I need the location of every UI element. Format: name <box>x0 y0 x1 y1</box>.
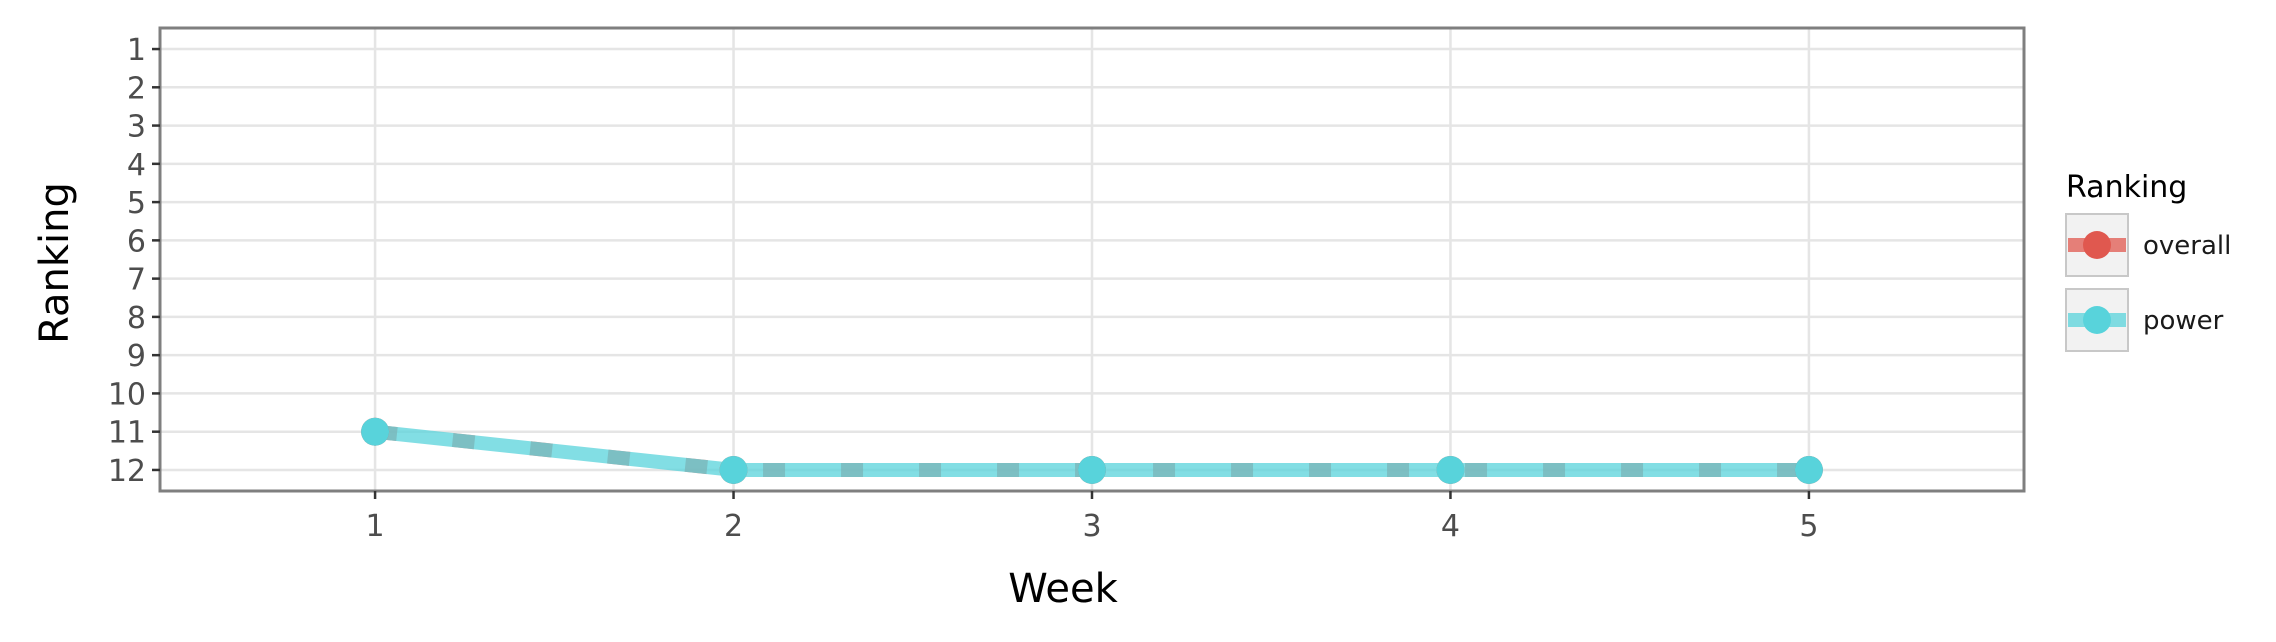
data-point-power <box>1794 455 1823 484</box>
data-point-power <box>1078 455 1106 484</box>
legend-marker-power <box>2083 306 2111 334</box>
legend-label-overall: overall <box>2143 231 2231 261</box>
data-point-power <box>719 455 748 484</box>
legend-label-power: power <box>2143 306 2224 336</box>
series-layer <box>361 417 1823 484</box>
x-tick-label: 5 <box>1799 509 1818 544</box>
y-tick-label: 4 <box>127 148 146 183</box>
y-tick-label: 2 <box>127 71 146 106</box>
grid-layer <box>160 28 2024 491</box>
y-tick-label: 10 <box>108 377 146 412</box>
x-axis-ticks: 1 2 3 4 5 <box>366 491 1818 544</box>
x-tick-label: 3 <box>1082 509 1101 544</box>
x-tick-label: 4 <box>1441 509 1460 544</box>
y-tick-label: 9 <box>127 339 146 374</box>
y-tick-label: 12 <box>108 454 146 489</box>
x-tick-label: 2 <box>724 509 743 544</box>
legend-marker-overall <box>2083 231 2111 259</box>
x-axis-title: Week <box>1008 566 1118 612</box>
y-tick-label: 1 <box>127 33 146 68</box>
data-point-power <box>361 417 390 446</box>
x-tick-label: 1 <box>366 509 385 544</box>
legend-entry-power: power <box>2065 288 2224 352</box>
y-tick-label: 6 <box>127 224 146 259</box>
y-tick-label: 8 <box>127 301 146 336</box>
legend-title: Ranking <box>2066 170 2187 205</box>
y-tick-label: 7 <box>127 263 146 298</box>
y-tick-label: 3 <box>127 110 146 145</box>
data-point-power <box>1436 455 1465 484</box>
y-tick-label: 5 <box>127 186 146 221</box>
legend: Ranking overall power <box>2065 170 2231 352</box>
y-axis-title: Ranking <box>32 182 78 344</box>
y-tick-label: 11 <box>108 416 146 451</box>
legend-entry-overall: overall <box>2065 213 2231 277</box>
